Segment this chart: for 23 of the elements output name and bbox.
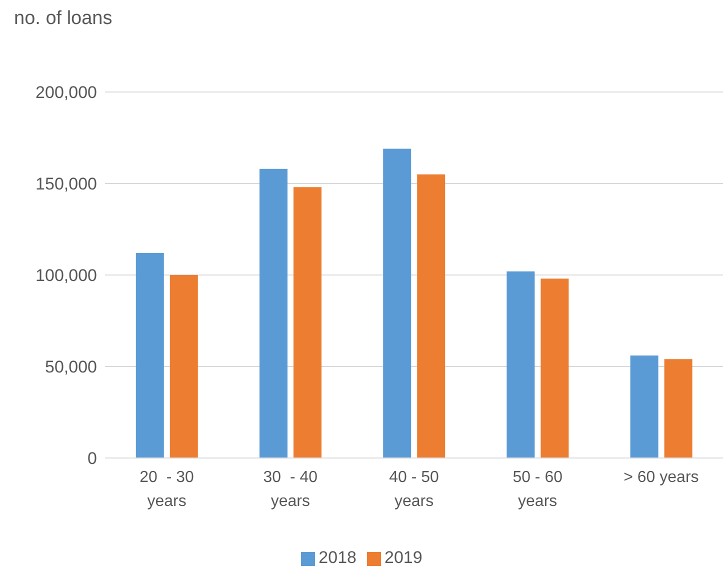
- bar: [664, 359, 692, 458]
- y-tick-label: 150,000: [36, 174, 97, 194]
- y-tick-label: 0: [88, 449, 97, 468]
- x-tick-label: 30 - 40 years: [263, 469, 318, 510]
- y-tick-label: 50,000: [45, 358, 97, 377]
- y-tick-label: 200,000: [36, 83, 97, 102]
- legend-label: 2018: [318, 548, 356, 567]
- bar: [260, 168, 288, 458]
- x-tick-label: 20 - 30 years: [140, 469, 194, 510]
- x-tick-label: > 60 years: [624, 469, 699, 486]
- x-tick-label: 40 - 50 years: [389, 469, 440, 510]
- bar: [383, 148, 412, 458]
- bar: [506, 271, 535, 458]
- bar: [540, 278, 569, 458]
- bar: [136, 253, 164, 458]
- y-tick-label: 100,000: [36, 266, 97, 286]
- bar: [294, 187, 322, 458]
- bar: [417, 174, 446, 458]
- legend-label: 2019: [384, 548, 422, 567]
- x-tick-label: 50 - 60 years: [512, 469, 563, 510]
- y-axis-title: no. of loans: [14, 8, 112, 30]
- bar: [170, 275, 198, 458]
- bar: [630, 356, 658, 458]
